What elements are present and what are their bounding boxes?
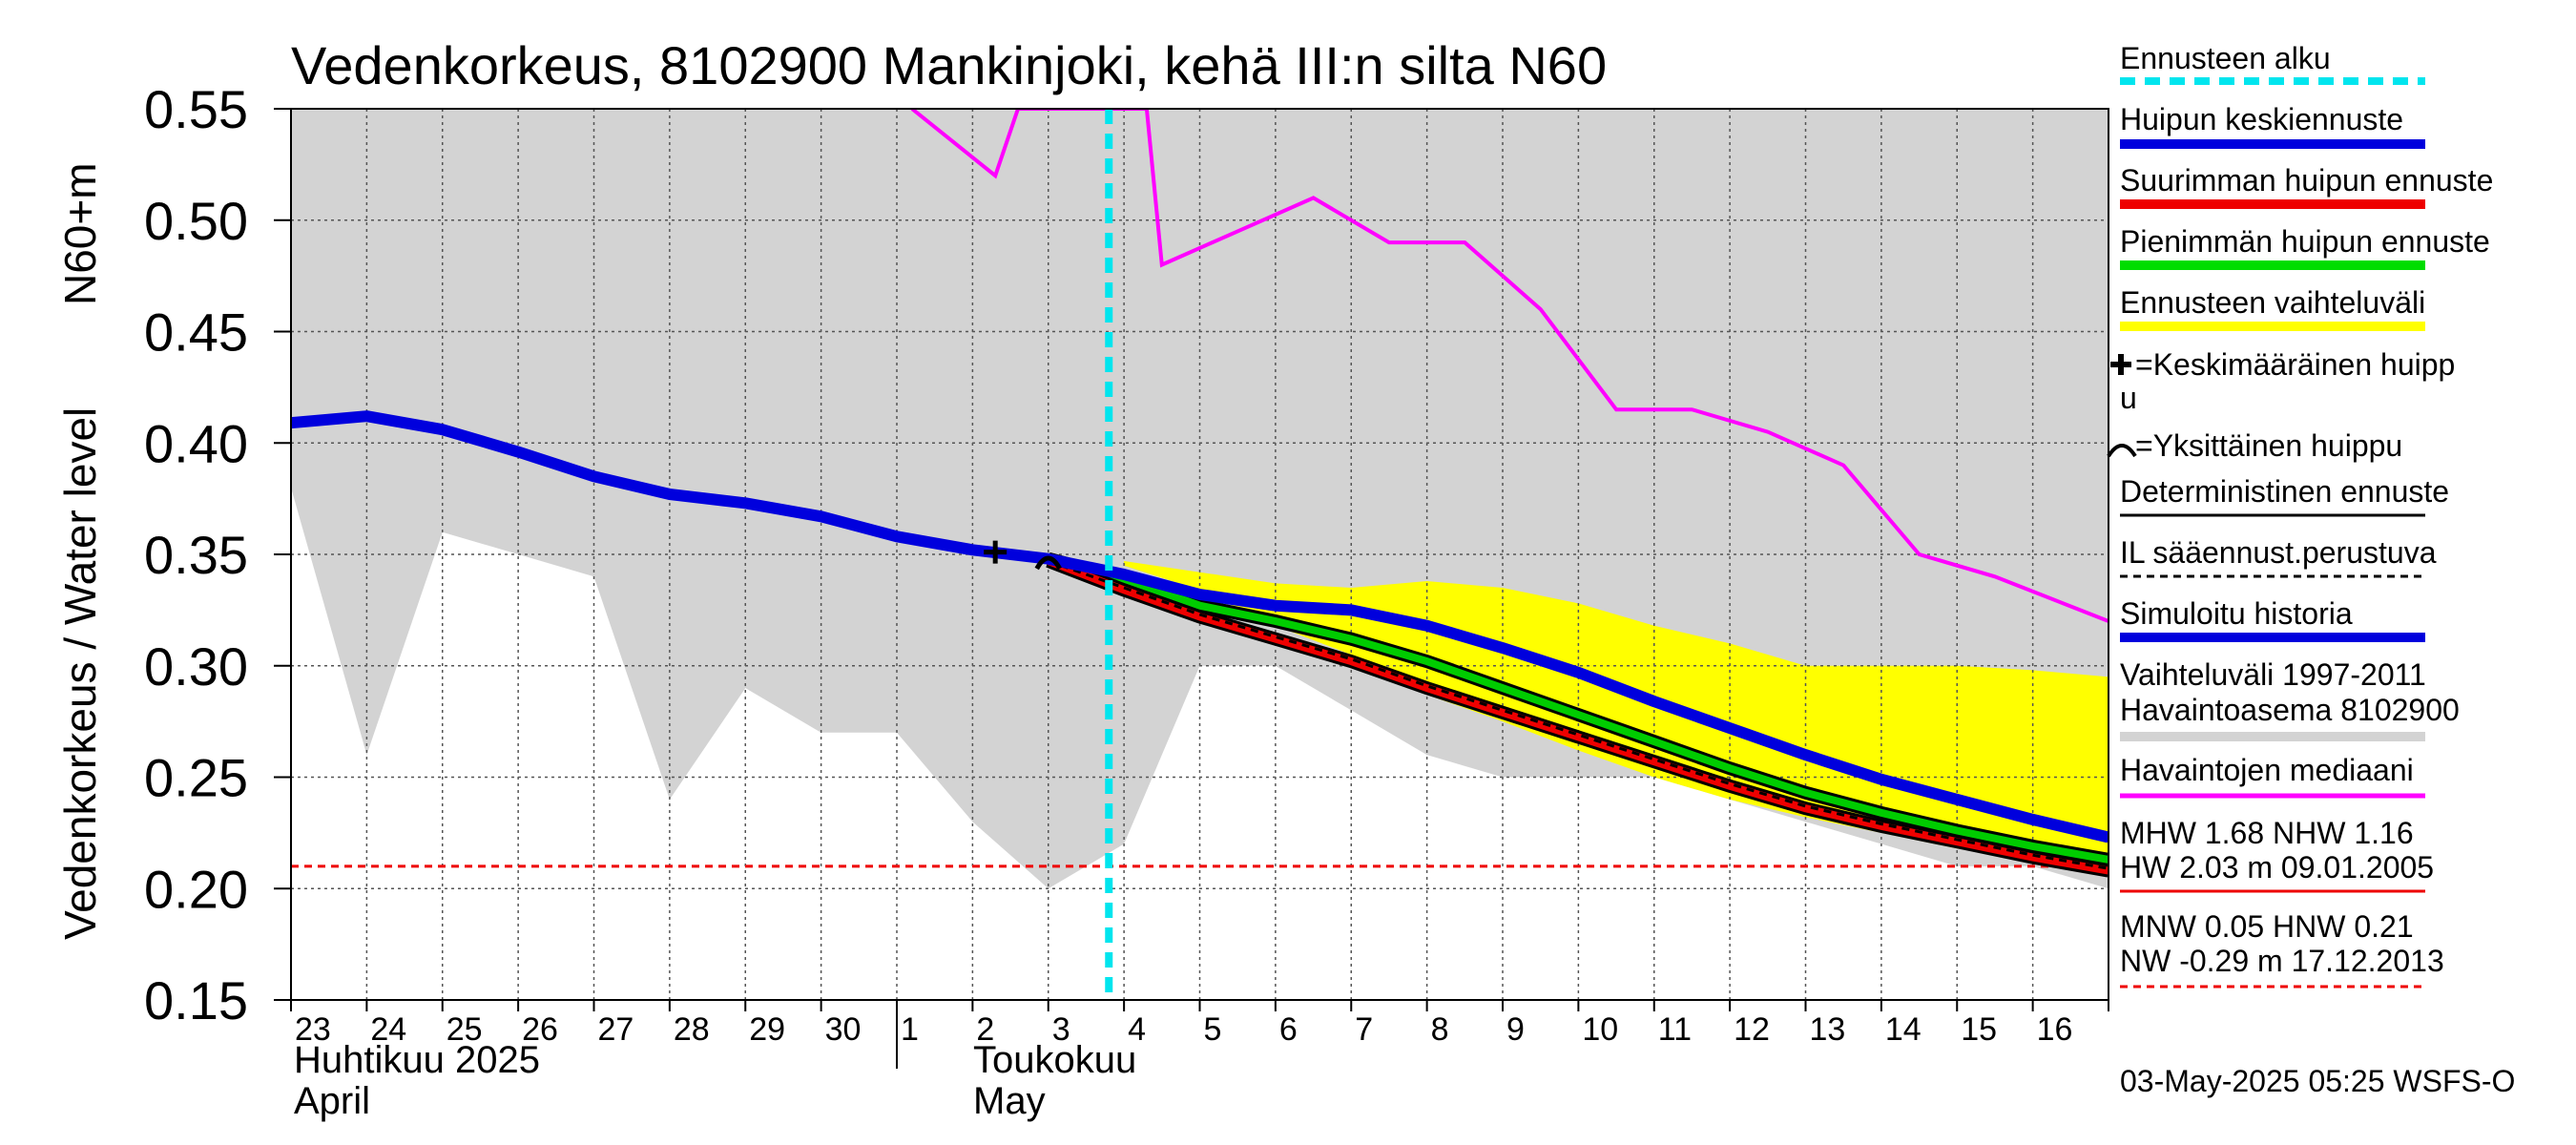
simulated-history-line [291,410,2109,843]
legend-label-min-peak: Pienimmän huipun ennuste [2120,224,2490,259]
legend-stats-low-1: MNW 0.05 HNW 0.21 [2120,909,2414,944]
legend-label-single-peak: =Yksittäinen huippu [2135,428,2402,463]
y-tick-label: 0.25 [144,748,248,808]
median-line [910,109,2109,623]
x-tick-label: 11 [1658,1011,1692,1048]
x-tick-label: 13 [1810,1011,1846,1048]
legend-label-median: Havaintojen mediaani [2120,753,2414,787]
axes: 0.550.500.450.400.350.300.250.200.15 23 24… [144,79,2109,1069]
legend-label-max-peak: Suurimman huipun ennuste [2120,163,2493,198]
legend-label-forecast-range: Ennusteen vaihteluväli [2120,285,2425,320]
legend-label-avg-peak-cont: u [2120,381,2137,415]
x-tick-label: 14 [1885,1011,1922,1048]
month-label-may-fi: Toukokuu [973,1039,1136,1081]
legend-stats-high-2: HW 2.03 m 09.01.2005 [2120,850,2434,885]
x-tick-label: 4 [1128,1011,1146,1048]
y-tick-label: 0.35 [144,525,248,585]
legend-label-range-history: Vaihteluväli 1997-2011 [2120,657,2426,692]
arc-icon [2107,444,2137,458]
chart-title: Vedenkorkeus, 8102900 Mankinjoki, kehä I… [291,35,1607,95]
x-tick-label: 24 [370,1011,406,1048]
x-tick-label: 6 [1279,1011,1298,1048]
footer-timestamp: 03-May-2025 05:25 WSFS-O [2120,1064,2515,1098]
legend-label-forecast-start: Ennusteen alku [2120,41,2331,75]
legend-label-avg-peak: =Keskimääräinen huipp [2135,347,2455,382]
x-tick-label: 3 [1052,1011,1070,1048]
plus-icon [2110,354,2131,375]
y-axis-unit: N60+m [55,162,105,305]
x-tick-label: 12 [1734,1011,1770,1048]
x-tick-label: 10 [1582,1011,1618,1048]
month-label-april-en: April [294,1080,370,1122]
legend-label-mean-peak: Huipun keskiennuste [2120,102,2403,136]
weather-based-forecast-line [1048,559,2109,870]
month-labels: Huhtikuu 2025 April Toukokuu May [294,1039,1136,1122]
legend-stats-low-2: NW -0.29 m 17.12.2013 [2120,944,2444,978]
x-tick-label: 25 [447,1011,483,1048]
y-tick-label: 0.30 [144,636,248,697]
x-tick-label: 23 [295,1011,331,1048]
x-tick-label: 2 [976,1011,994,1048]
y-axis-label-text: Vedenkorkeus / Water level [55,407,105,940]
x-tick-label: 7 [1355,1011,1373,1048]
x-tick-label: 5 [1204,1011,1222,1048]
x-tick-label: 16 [2037,1011,2073,1048]
y-axis-label: Vedenkorkeus / Water level N60+m [55,162,105,940]
max-peak-forecast-line [1047,557,2109,875]
y-tick-label: 0.50 [144,191,248,251]
x-tick-label: 26 [522,1011,558,1048]
legend-label-range-station: Havaintoasema 8102900 [2120,693,2460,727]
legend-label-weather-based: IL sääennust.perustuva [2120,535,2437,570]
x-tick-label: 9 [1506,1011,1525,1048]
legend-label-simulated: Simuloitu historia [2120,596,2353,631]
y-tick-label: 0.40 [144,413,248,473]
y-tick-label: 0.45 [144,302,248,363]
y-tick-label: 0.55 [144,79,248,139]
x-tick-label: 15 [1961,1011,1997,1048]
x-tick-label: 30 [825,1011,862,1048]
min-peak-forecast-line [1047,554,2109,864]
avg-peak-marker [984,540,1008,564]
x-tick-label: 8 [1431,1011,1449,1048]
plot-area [291,109,2109,1000]
month-label-april-fi: Huhtikuu 2025 [294,1039,540,1081]
legend-label-deterministic: Deterministinen ennuste [2120,474,2449,509]
month-label-may-en: May [973,1080,1046,1122]
x-tick-label: 29 [749,1011,785,1048]
y-tick-label: 0.15 [144,970,248,1030]
legend-stats-high-1: MHW 1.68 NHW 1.16 [2120,816,2414,850]
x-tick-label: 27 [598,1011,634,1048]
y-tick-label: 0.20 [144,859,248,919]
legend: Ennusteen alku Huipun keskiennuste Suuri… [2107,41,2493,989]
x-tick-label: 1 [901,1011,919,1048]
x-tick-label: 28 [674,1011,710,1048]
plot-content [291,109,2109,1000]
single-peak-marker [1034,555,1062,571]
